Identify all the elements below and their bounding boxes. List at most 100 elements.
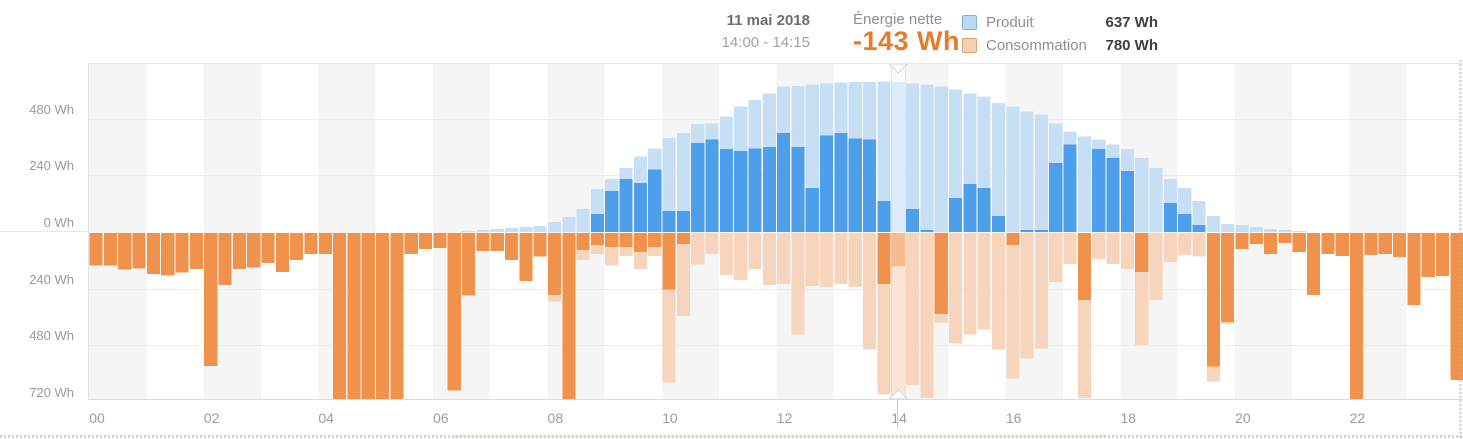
bar-consommation-grid[interactable] bbox=[189, 233, 203, 269]
bar-produit-surplus[interactable] bbox=[691, 143, 705, 232]
bar-produit[interactable] bbox=[533, 226, 547, 232]
bar-consommation[interactable] bbox=[1092, 233, 1106, 259]
bar-consommation-grid[interactable] bbox=[261, 233, 275, 263]
bar-produit[interactable] bbox=[1020, 111, 1034, 232]
bar-consommation-grid[interactable] bbox=[89, 233, 103, 266]
bar-consommation[interactable] bbox=[1006, 233, 1020, 379]
bar-produit[interactable] bbox=[461, 231, 476, 232]
bar-consommation-grid[interactable] bbox=[1135, 233, 1149, 272]
bar-consommation-grid[interactable] bbox=[447, 233, 461, 391]
bar-produit-surplus[interactable] bbox=[977, 188, 991, 232]
bar-produit[interactable] bbox=[576, 209, 590, 232]
bar-produit-surplus[interactable] bbox=[1034, 230, 1049, 232]
bar-produit[interactable] bbox=[547, 222, 562, 232]
bar-produit-surplus[interactable] bbox=[1049, 163, 1063, 232]
bar-consommation[interactable] bbox=[820, 233, 834, 288]
bar-consommation-grid[interactable] bbox=[519, 233, 533, 281]
bar-produit-surplus[interactable] bbox=[1163, 202, 1177, 232]
bar-produit-surplus[interactable] bbox=[676, 211, 690, 232]
bar-consommation-grid[interactable] bbox=[1249, 233, 1263, 245]
bar-consommation[interactable] bbox=[1063, 233, 1077, 264]
bar-consommation-grid[interactable] bbox=[619, 233, 633, 248]
bar-consommation-grid[interactable] bbox=[877, 233, 891, 284]
legend-item-produit[interactable]: Produit 637 Wh bbox=[962, 11, 1158, 34]
bar-produit[interactable] bbox=[1235, 224, 1249, 232]
bar-consommation-grid[interactable] bbox=[461, 233, 476, 296]
bar-consommation-grid[interactable] bbox=[103, 233, 118, 266]
bar-produit[interactable] bbox=[562, 217, 576, 232]
bar-consommation[interactable] bbox=[1020, 233, 1034, 359]
bar-consommation-grid[interactable] bbox=[662, 233, 676, 290]
bar-consommation-grid[interactable] bbox=[390, 233, 404, 399]
bar-produit[interactable] bbox=[891, 81, 905, 232]
bar-consommation-grid[interactable] bbox=[533, 233, 547, 257]
bar-produit[interactable] bbox=[1149, 168, 1163, 232]
bar-consommation[interactable] bbox=[719, 233, 733, 275]
bar-consommation-grid[interactable] bbox=[1350, 233, 1364, 399]
bar-consommation-grid[interactable] bbox=[1307, 233, 1321, 295]
bar-consommation-grid[interactable] bbox=[433, 233, 447, 248]
bar-produit[interactable] bbox=[1034, 114, 1049, 232]
bar-produit-surplus[interactable] bbox=[762, 147, 776, 232]
bar-consommation-grid[interactable] bbox=[590, 233, 605, 245]
bar-consommation-grid[interactable] bbox=[576, 233, 590, 250]
bar-consommation-grid[interactable] bbox=[633, 233, 647, 252]
bar-produit-surplus[interactable] bbox=[906, 209, 920, 232]
bar-consommation-grid[interactable] bbox=[1292, 233, 1306, 252]
bar-produit[interactable] bbox=[991, 103, 1006, 232]
bar-consommation-grid[interactable] bbox=[1235, 233, 1249, 250]
bar-consommation-grid[interactable] bbox=[1364, 233, 1378, 255]
bar-produit-surplus[interactable] bbox=[777, 133, 791, 232]
bar-consommation-grid[interactable] bbox=[648, 233, 662, 248]
bar-produit-surplus[interactable] bbox=[1092, 149, 1106, 232]
bar-produit[interactable] bbox=[1221, 223, 1235, 232]
bar-consommation-grid[interactable] bbox=[562, 233, 576, 399]
bar-consommation-grid[interactable] bbox=[504, 233, 519, 261]
bar-consommation-grid[interactable] bbox=[1378, 233, 1392, 254]
bar-consommation-grid[interactable] bbox=[161, 233, 175, 276]
bar-consommation[interactable] bbox=[863, 233, 877, 350]
selection-band[interactable] bbox=[891, 64, 906, 399]
bar-produit-surplus[interactable] bbox=[948, 198, 963, 232]
bar-consommation[interactable] bbox=[834, 233, 848, 284]
bar-consommation[interactable] bbox=[1049, 233, 1063, 282]
bar-consommation-grid[interactable] bbox=[1421, 233, 1435, 277]
bar-consommation-grid[interactable] bbox=[404, 233, 418, 255]
bar-produit[interactable] bbox=[1006, 106, 1020, 232]
bar-produit[interactable] bbox=[948, 89, 963, 232]
bar-consommation-grid[interactable] bbox=[1006, 233, 1020, 245]
bar-consommation-grid[interactable] bbox=[476, 233, 490, 251]
bar-produit[interactable] bbox=[662, 138, 676, 232]
bar-produit[interactable] bbox=[920, 84, 934, 232]
bar-consommation[interactable] bbox=[1106, 233, 1120, 264]
bar-consommation-grid[interactable] bbox=[290, 233, 304, 260]
bar-consommation-grid[interactable] bbox=[218, 233, 232, 285]
bar-consommation[interactable] bbox=[977, 233, 991, 330]
bar-consommation-grid[interactable] bbox=[1077, 233, 1092, 300]
bar-produit[interactable] bbox=[1135, 158, 1149, 232]
bar-produit-surplus[interactable] bbox=[748, 148, 762, 232]
bar-produit-surplus[interactable] bbox=[877, 201, 891, 232]
bar-produit-surplus[interactable] bbox=[1178, 214, 1192, 232]
bar-consommation-grid[interactable] bbox=[347, 233, 361, 399]
bar-consommation-grid[interactable] bbox=[1206, 233, 1220, 367]
bar-produit-surplus[interactable] bbox=[920, 230, 934, 232]
chart-plot-area[interactable] bbox=[88, 63, 1463, 400]
bar-produit-surplus[interactable] bbox=[719, 149, 733, 232]
bar-consommation[interactable] bbox=[906, 233, 920, 386]
bar-consommation[interactable] bbox=[1163, 233, 1177, 263]
bar-produit-surplus[interactable] bbox=[863, 139, 877, 232]
bar-consommation-grid[interactable] bbox=[1407, 233, 1421, 305]
bar-produit-surplus[interactable] bbox=[1063, 144, 1077, 232]
bar-consommation-grid[interactable] bbox=[146, 233, 161, 274]
bar-consommation-grid[interactable] bbox=[247, 233, 261, 268]
bar-consommation[interactable] bbox=[920, 233, 934, 399]
chart-canvas[interactable] bbox=[89, 64, 1463, 399]
bar-consommation[interactable] bbox=[991, 233, 1006, 350]
bar-produit-surplus[interactable] bbox=[834, 133, 848, 232]
bar-consommation[interactable] bbox=[734, 233, 748, 280]
bar-produit[interactable] bbox=[519, 227, 533, 232]
bar-produit-surplus[interactable] bbox=[1120, 171, 1134, 232]
bar-produit-surplus[interactable] bbox=[662, 211, 676, 232]
bar-produit[interactable] bbox=[1278, 230, 1292, 232]
